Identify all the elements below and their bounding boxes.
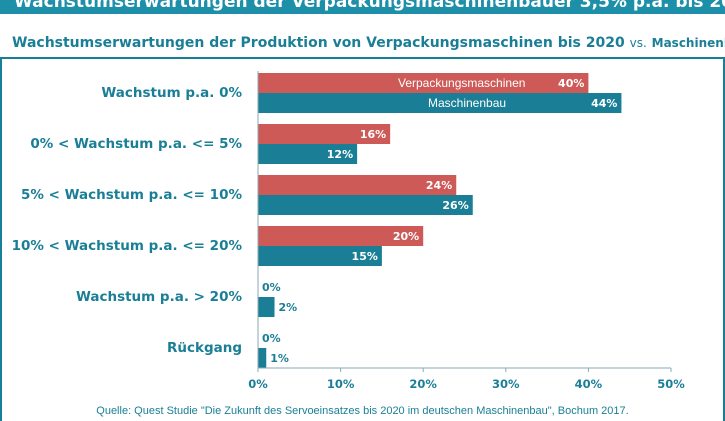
bar-verpackungsmaschinen [258, 175, 457, 195]
value-label: 44% [591, 97, 617, 110]
value-label: 2% [279, 301, 298, 314]
banner-title: Wachstumserwartungen der Verpackungsmasc… [0, 0, 725, 14]
subtitle-vs: vs. [629, 36, 647, 50]
category-label: Wachstum p.a. > 20% [76, 289, 243, 305]
value-label: 26% [442, 199, 468, 212]
bar-maschinenbau [258, 144, 358, 164]
value-label: 12% [327, 148, 353, 161]
value-label: 24% [426, 179, 452, 192]
category-label: 0% < Wachstum p.a. <= 5% [30, 136, 242, 152]
category-label: Rückgang [167, 340, 242, 356]
bar-maschinenbau [258, 297, 275, 317]
series-name-label: Maschinenbau [428, 96, 506, 110]
bar-marks [258, 73, 622, 368]
bar-verpackungsmaschinen [258, 73, 589, 93]
bar-value-labels: 40% Verpackungsmaschinen 44% Maschinenbau 16… [262, 76, 617, 365]
x-tick-label: 10% [327, 377, 355, 391]
value-label: 20% [393, 230, 419, 243]
source-footnote: Quelle: Quest Studie "Die Zukunft des Se… [96, 405, 629, 417]
category-label: Wachstum p.a. 0% [101, 85, 242, 101]
chart-subtitle: Wachstumserwartungen der Produktion von … [12, 31, 725, 55]
x-tick-label: 0% [248, 377, 268, 391]
bar-maschinenbau [258, 246, 382, 266]
x-tick-label: 50% [657, 377, 685, 391]
category-label: 5% < Wachstum p.a. <= 10% [21, 187, 242, 203]
category-labels: Wachstum p.a. 0% 0% < Wachstum p.a. <= 5%… [12, 85, 243, 356]
bar-verpackungsmaschinen [258, 226, 424, 246]
subtitle-compare: Maschinenbau [651, 36, 725, 50]
bar-verpackungsmaschinen [258, 124, 391, 144]
value-label: 0% [262, 332, 281, 345]
value-label: 15% [352, 250, 378, 263]
frame-left [0, 57, 2, 421]
value-label: 1% [270, 352, 289, 365]
x-tick-label: 30% [492, 377, 520, 391]
value-label: 16% [360, 128, 386, 141]
x-tick-label: 20% [409, 377, 437, 391]
subtitle-main: Wachstumserwartungen der Produktion von … [12, 35, 625, 51]
value-label: 40% [558, 77, 584, 90]
x-tick-label: 40% [575, 377, 603, 391]
bar-maschinenbau [258, 93, 622, 113]
x-axis: 0% 10% 20% 30% 40% 50% [248, 71, 685, 391]
bar-maschinenbau [258, 195, 473, 215]
value-label: 0% [262, 281, 281, 294]
bar-maschinenbau [258, 348, 267, 368]
category-label: 10% < Wachstum p.a. <= 20% [12, 238, 243, 254]
frame-divider [0, 57, 725, 59]
frame-right [723, 57, 725, 421]
series-name-label: Verpackungsmaschinen [398, 76, 525, 90]
